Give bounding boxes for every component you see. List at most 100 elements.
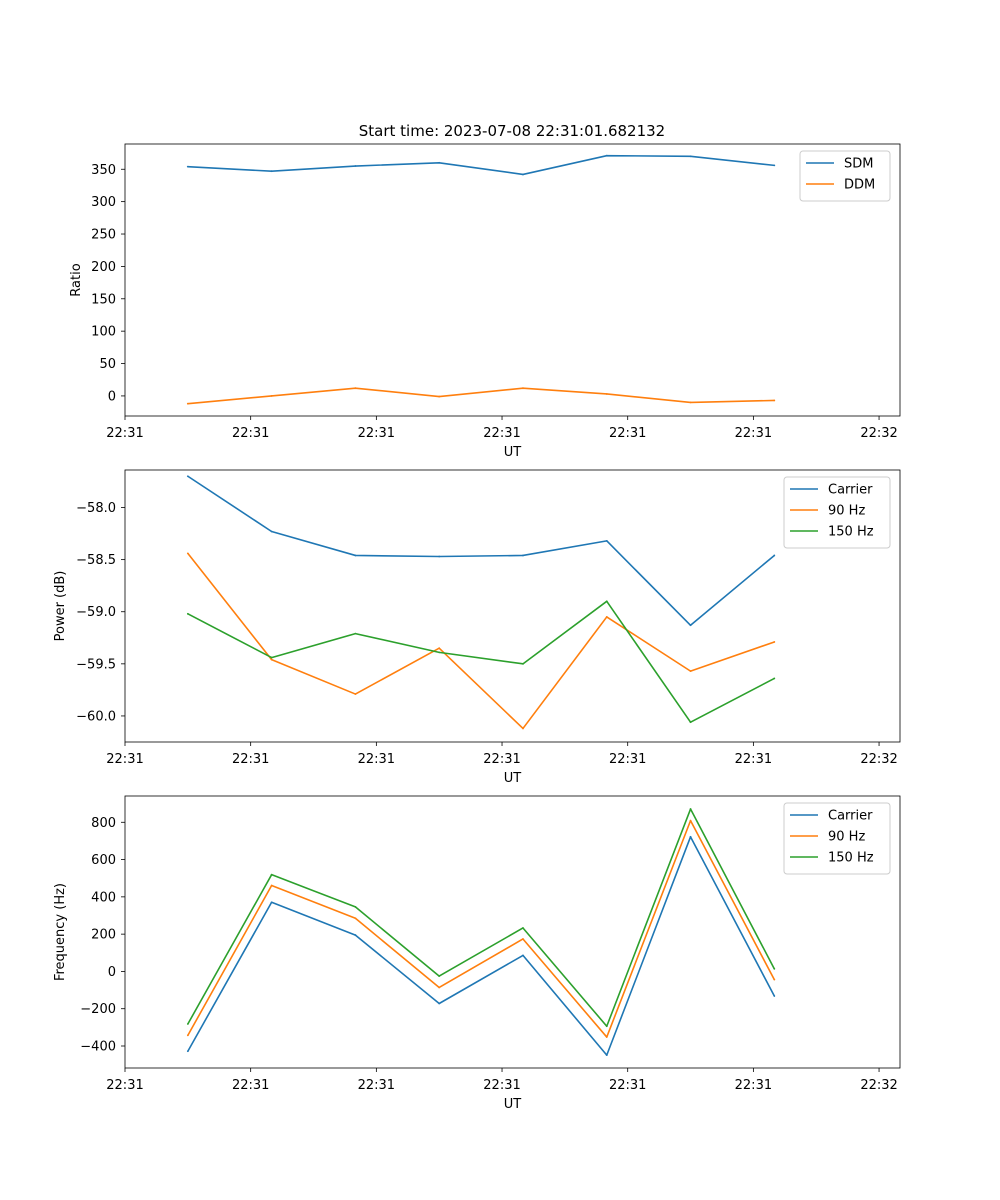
y-tick-label: 100 (91, 325, 116, 340)
y-tick-label: 250 (91, 228, 116, 243)
x-axis-label: UT (504, 445, 522, 460)
x-tick-label: 22:31 (106, 426, 143, 441)
y-tick-label: 600 (91, 853, 116, 868)
x-tick-label: 22:31 (483, 1078, 520, 1093)
data-point (689, 808, 692, 810)
data-point (438, 647, 441, 650)
data-point (270, 901, 273, 904)
legend-label: 150 Hz (828, 525, 874, 540)
data-point (354, 934, 357, 936)
series-line-150-hz (187, 808, 776, 1028)
data-point (522, 173, 524, 176)
data-point (186, 612, 189, 615)
x-tick-label: 22:31 (735, 1078, 772, 1093)
y-tick-label: −58.5 (76, 553, 116, 568)
y-axis-label: Frequency (Hz) (53, 883, 68, 981)
x-tick-label: 22:31 (358, 426, 395, 441)
data-point (186, 552, 189, 555)
x-tick-label: 22:32 (860, 752, 897, 767)
y-tick-label: −400 (80, 1040, 116, 1055)
y-tick-label: 0 (108, 389, 116, 404)
data-point (270, 658, 273, 661)
y-tick-label: 800 (91, 816, 116, 831)
y-tick-label: −60.0 (76, 709, 116, 724)
data-point (186, 1050, 189, 1053)
y-tick-label: −59.0 (76, 605, 116, 620)
data-point (438, 651, 441, 654)
x-tick-label: 22:31 (735, 752, 772, 767)
series-line-ddm (187, 387, 775, 405)
series-line-90-hz (187, 819, 776, 1038)
data-point (689, 155, 692, 158)
axes-frame (124, 469, 901, 743)
legend-label: 90 Hz (828, 504, 865, 519)
chart-panel-1: 22:31 22:31 22:31 22:31 22:31 22:31 22:32 0 50 10… (69, 143, 901, 460)
data-point (605, 393, 608, 395)
legend-label: Carrier (828, 809, 873, 824)
series-line-carrier (187, 836, 776, 1056)
data-point (773, 995, 776, 997)
y-tick-label: 0 (108, 965, 116, 980)
data-point (438, 395, 441, 398)
data-point (438, 986, 441, 989)
x-tick-label: 22:31 (106, 752, 143, 767)
x-tick-label: 22:31 (232, 1078, 269, 1093)
x-tick-label: 22:31 (358, 1078, 395, 1093)
data-point (270, 395, 273, 397)
data-point (689, 670, 692, 673)
data-point (186, 165, 189, 168)
x-tick-label: 22:31 (232, 752, 269, 767)
data-point (522, 727, 524, 730)
data-point (270, 884, 273, 887)
data-point (605, 1036, 608, 1038)
data-point (270, 530, 273, 533)
data-point (522, 938, 524, 940)
y-tick-label: −59.5 (76, 657, 116, 672)
legend: Carrier 90 Hz 150 Hz (783, 476, 891, 549)
y-tick-label: 200 (91, 260, 116, 275)
data-point (689, 819, 692, 822)
x-tick-label: 22:31 (232, 426, 269, 441)
data-point (270, 170, 273, 173)
data-point (605, 600, 608, 603)
y-tick-label: −58.0 (76, 501, 116, 516)
x-tick-label: 22:31 (609, 1078, 646, 1093)
data-point (773, 554, 776, 557)
data-point (773, 978, 776, 981)
x-tick-label: 22:32 (860, 1078, 897, 1093)
data-point (522, 554, 524, 557)
data-point (354, 165, 357, 167)
data-point (354, 632, 357, 635)
axes-frame (124, 795, 901, 1069)
series-line-carrier (187, 475, 775, 627)
data-point (773, 967, 776, 970)
legend-label: 90 Hz (828, 830, 865, 845)
data-point (354, 693, 357, 695)
data-point (270, 873, 273, 876)
data-point (270, 656, 273, 659)
figure-title: Start time: 2023-07-08 22:31:01.682132 (359, 122, 665, 140)
x-axis-label: UT (504, 1097, 522, 1112)
data-point (354, 554, 357, 557)
series-line-90-hz (187, 552, 775, 730)
axes-frame (124, 143, 901, 417)
data-point (186, 1023, 189, 1025)
x-axis-label: UT (504, 771, 522, 786)
y-tick-label: 300 (91, 195, 116, 210)
data-point (438, 975, 441, 977)
data-point (354, 387, 357, 390)
y-tick-label: 150 (91, 292, 116, 307)
x-tick-label: 22:31 (609, 752, 646, 767)
data-point (605, 154, 608, 157)
data-point (773, 399, 776, 402)
y-tick-label: 350 (91, 163, 116, 178)
x-tick-label: 22:31 (609, 426, 646, 441)
legend-label: DDM (844, 178, 875, 193)
data-point (773, 677, 776, 680)
legend: SDM DDM (799, 150, 891, 202)
data-point (689, 835, 692, 838)
data-point (773, 164, 776, 167)
y-axis-label: Ratio (69, 263, 84, 296)
y-axis-label: Power (dB) (53, 571, 68, 642)
